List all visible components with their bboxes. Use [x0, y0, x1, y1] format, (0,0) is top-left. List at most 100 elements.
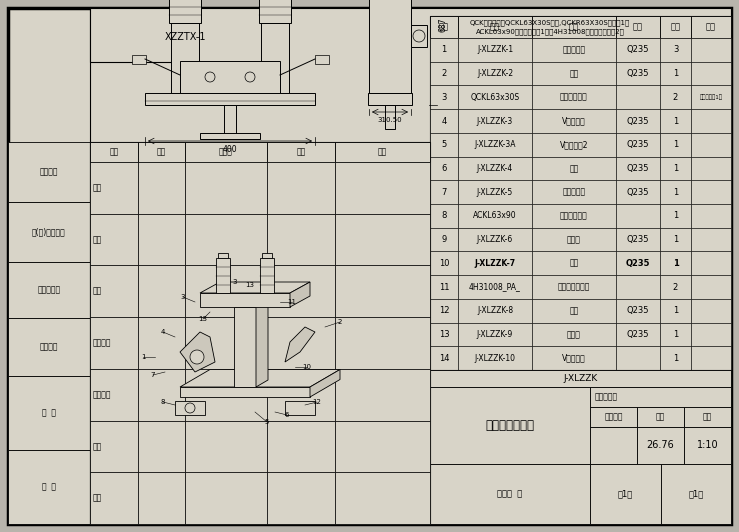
Text: 10: 10 — [439, 259, 449, 268]
Bar — [684, 427, 731, 464]
Text: Q235: Q235 — [627, 164, 650, 173]
Text: Q235: Q235 — [627, 306, 650, 315]
Text: 压板: 压板 — [569, 306, 579, 315]
Bar — [180, 387, 310, 397]
Bar — [261, 23, 289, 93]
Text: 1: 1 — [673, 330, 678, 339]
Text: 3: 3 — [441, 93, 446, 102]
Text: J-XLZZK-4: J-XLZZK-4 — [477, 164, 513, 173]
Bar — [267, 162, 335, 214]
Text: 第1张: 第1张 — [688, 489, 704, 498]
Bar — [532, 252, 616, 275]
Bar — [637, 407, 684, 427]
Polygon shape — [310, 370, 340, 397]
Circle shape — [413, 30, 425, 42]
Bar — [145, 93, 315, 105]
Text: 1: 1 — [673, 69, 678, 78]
Text: 标记: 标记 — [109, 147, 118, 156]
Text: 2: 2 — [673, 282, 678, 292]
Bar — [90, 162, 137, 214]
Text: 3: 3 — [672, 45, 678, 54]
Text: 400: 400 — [222, 145, 237, 154]
Bar — [691, 109, 731, 133]
Bar — [335, 421, 430, 472]
Bar — [532, 38, 616, 62]
Bar — [430, 370, 731, 524]
Bar — [90, 421, 137, 472]
Bar — [137, 472, 185, 524]
Circle shape — [185, 403, 195, 413]
Text: 310.50: 310.50 — [378, 117, 402, 123]
Bar — [267, 472, 335, 524]
Bar — [90, 142, 430, 524]
Bar — [458, 133, 532, 156]
Text: 11: 11 — [439, 282, 449, 292]
Polygon shape — [200, 282, 310, 293]
Text: 二位五通手动阀: 二位五通手动阀 — [558, 282, 590, 292]
Bar — [267, 214, 335, 265]
Bar — [90, 369, 137, 421]
Text: 1: 1 — [673, 354, 678, 363]
Bar — [660, 299, 691, 322]
Polygon shape — [180, 370, 340, 387]
Bar — [8, 142, 90, 202]
Text: J-XLZZK: J-XLZZK — [563, 374, 598, 383]
Bar — [660, 109, 691, 133]
Bar — [660, 252, 691, 275]
Bar — [267, 142, 335, 162]
Bar — [691, 86, 731, 109]
Bar — [458, 38, 532, 62]
Text: 限位板: 限位板 — [567, 330, 581, 339]
Bar — [660, 156, 691, 180]
Bar — [385, 105, 395, 129]
Bar — [137, 214, 185, 265]
Bar — [458, 322, 532, 346]
Bar — [335, 317, 430, 369]
Bar — [411, 25, 427, 47]
Bar — [180, 61, 280, 93]
Text: 2: 2 — [673, 93, 678, 102]
Bar — [8, 202, 90, 262]
Text: 零件代号: 零件代号 — [40, 168, 58, 177]
Polygon shape — [180, 332, 215, 372]
Bar — [90, 472, 137, 524]
Bar — [8, 376, 90, 450]
Text: 校核: 校核 — [93, 287, 102, 296]
Bar — [430, 38, 458, 62]
Text: J-XLZZK-10: J-XLZZK-10 — [474, 354, 516, 363]
Bar — [458, 109, 532, 133]
Bar — [532, 133, 616, 156]
Text: 6: 6 — [441, 164, 446, 173]
Text: 13: 13 — [439, 330, 449, 339]
Text: 签  字: 签 字 — [42, 409, 56, 418]
Bar — [458, 180, 532, 204]
Text: 旧底图总号: 旧底图总号 — [38, 286, 61, 295]
Bar — [616, 299, 660, 322]
Bar — [661, 464, 731, 524]
Text: Q235: Q235 — [627, 117, 650, 126]
Bar — [430, 16, 458, 38]
Bar — [458, 204, 532, 228]
Bar — [267, 421, 335, 472]
Bar — [691, 180, 731, 204]
Bar — [691, 228, 731, 252]
Bar — [335, 265, 430, 317]
Text: J-XLZZK-9: J-XLZZK-9 — [477, 330, 513, 339]
Bar — [458, 299, 532, 322]
Text: 6: 6 — [285, 412, 289, 418]
Text: 4: 4 — [441, 117, 446, 126]
Text: Q235: Q235 — [627, 235, 650, 244]
Text: 共1张: 共1张 — [618, 489, 633, 498]
Text: 弧面定位块: 弧面定位块 — [562, 45, 585, 54]
Text: 旋转夹紧气缸: 旋转夹紧气缸 — [560, 93, 588, 102]
Text: Q235: Q235 — [626, 259, 650, 268]
Bar — [691, 62, 731, 86]
Text: 3: 3 — [181, 294, 185, 300]
Text: 12: 12 — [439, 306, 449, 315]
Text: 1: 1 — [673, 140, 678, 149]
Bar — [458, 275, 532, 299]
Circle shape — [245, 72, 255, 82]
Text: 4: 4 — [161, 329, 166, 335]
Text: 左旋右旋各1个: 左旋右旋各1个 — [700, 95, 723, 100]
Bar — [616, 346, 660, 370]
